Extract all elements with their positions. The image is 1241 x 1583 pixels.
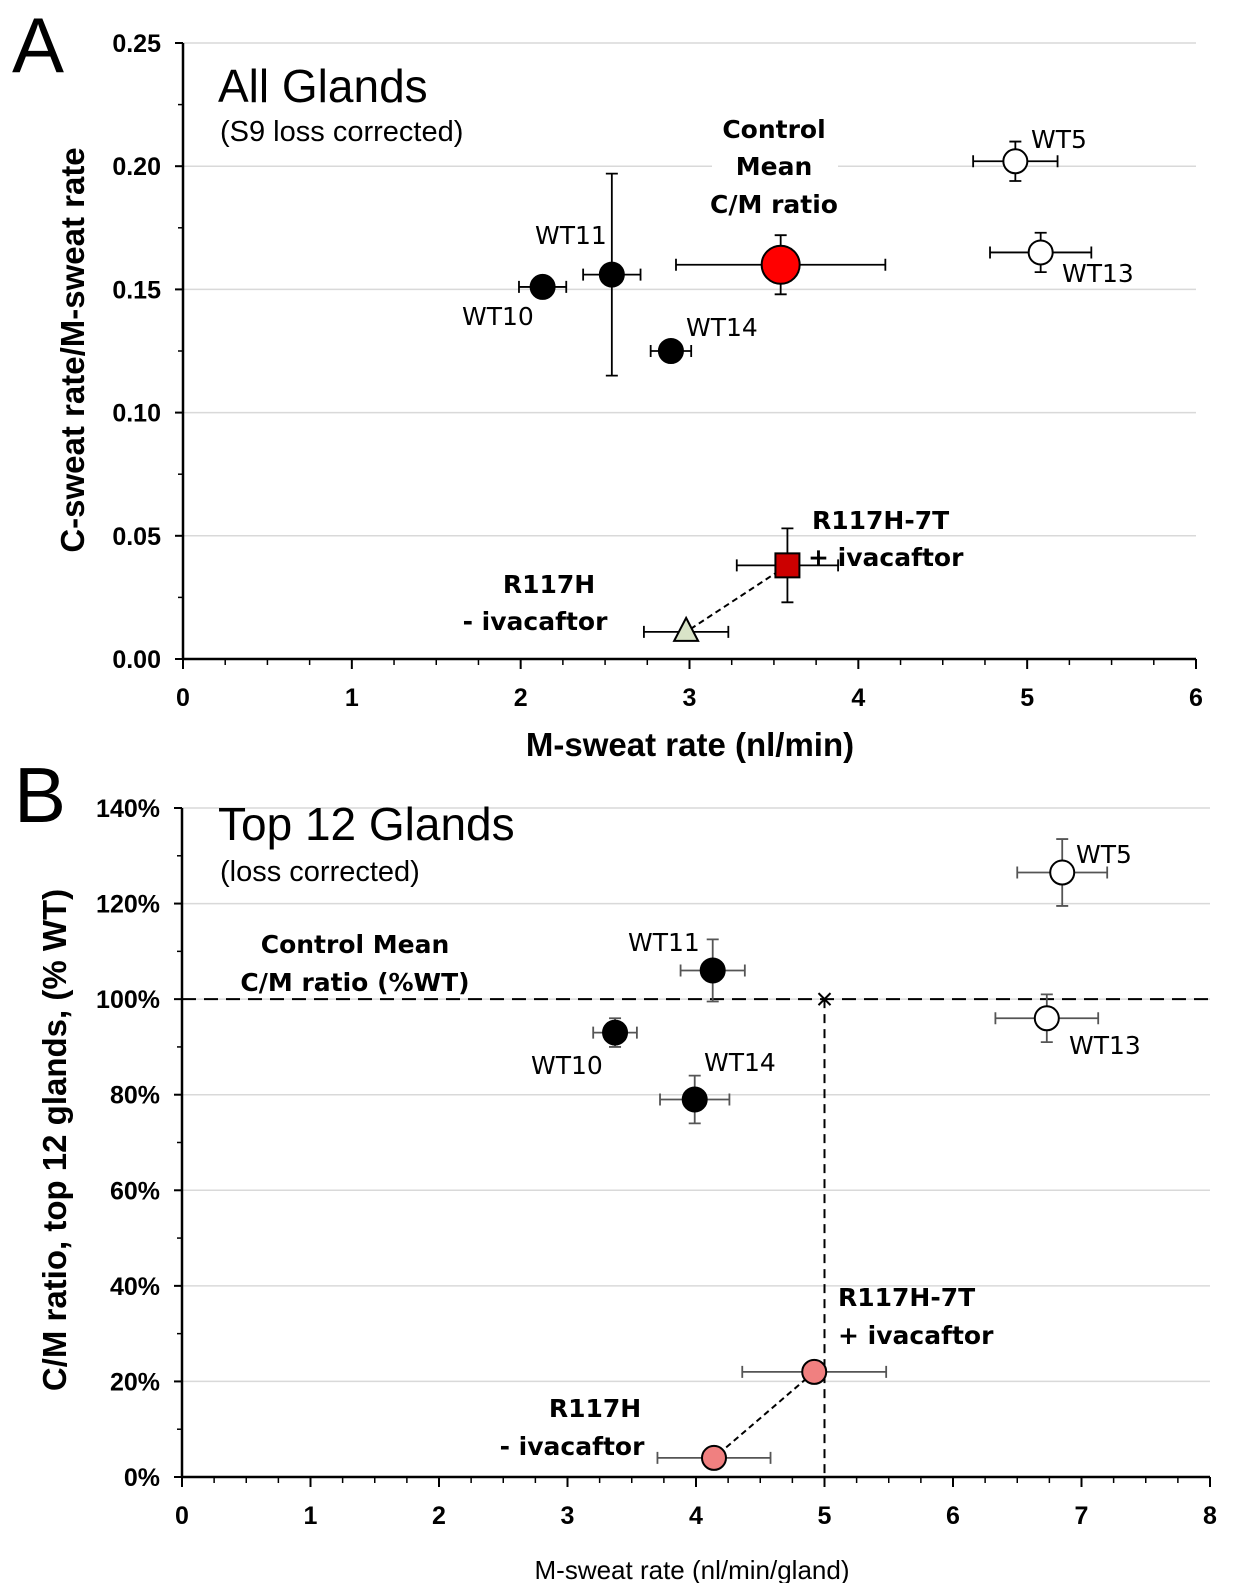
chart-panel-b: 0% 20% 40% 60% 80% 100% 120% 140% 0 1 2 3 4 5 6 7 8 Top … bbox=[36, 795, 1217, 1583]
points-b bbox=[602, 859, 1076, 1471]
labels-a: All Glands (S9 loss corrected) M-sweat r… bbox=[54, 60, 1134, 763]
x-tick-label-a-6: 6 bbox=[1189, 684, 1203, 712]
point-wt13-b bbox=[1033, 1005, 1060, 1032]
x-tick-label-a-3: 3 bbox=[683, 684, 697, 712]
r117h-label-line1-b: R117H bbox=[549, 1394, 641, 1423]
point-label-wt13-b: WT13 bbox=[1069, 1031, 1141, 1060]
control-mean-label-line1-b: Control Mean bbox=[261, 930, 450, 959]
point-label-wt11-b: WT11 bbox=[628, 928, 700, 957]
y-tick-label-b-3: 60% bbox=[110, 1177, 160, 1205]
x-tick-label-a-4: 4 bbox=[851, 684, 865, 712]
chart-title-a: All Glands bbox=[218, 60, 428, 112]
connector-r117h-a bbox=[685, 564, 788, 633]
panel-label-a: A bbox=[12, 1, 64, 89]
point-wt13-a bbox=[1027, 239, 1054, 266]
labels-b: Top 12 Glands (loss corrected) M-sweat r… bbox=[36, 798, 1141, 1583]
point-label-wt10-a: WT10 bbox=[462, 302, 534, 331]
x-tick-label-b-0: 0 bbox=[175, 1502, 189, 1530]
connector-r117h-b bbox=[713, 1371, 815, 1459]
point-wt11-b bbox=[699, 957, 726, 984]
point-label-wt11-a: WT11 bbox=[535, 221, 607, 250]
chart-title-b: Top 12 Glands bbox=[218, 798, 515, 850]
control-mean-label-line3-a: C/M ratio bbox=[710, 190, 838, 219]
point-label-wt10-b: WT10 bbox=[531, 1051, 603, 1080]
x-tick-label-a-2: 2 bbox=[514, 684, 528, 712]
axes-a: 0.00 0.05 0.10 0.15 0.20 0.25 0 1 2 3 4 5 6 bbox=[112, 30, 1203, 712]
reference-cross-marker-b bbox=[817, 992, 832, 1006]
x-tick-label-a-0: 0 bbox=[176, 684, 190, 712]
connectors-b bbox=[713, 1371, 815, 1459]
point-label-wt5-b: WT5 bbox=[1076, 840, 1132, 869]
y-tick-label-b-4: 80% bbox=[110, 1082, 160, 1110]
title-backdrop-b bbox=[184, 798, 544, 902]
y-tick-label-a-5: 0.25 bbox=[112, 30, 161, 58]
point-label-wt5-a: WT5 bbox=[1031, 125, 1087, 154]
y-tick-label-a-3: 0.15 bbox=[112, 276, 161, 304]
point-wt14-b bbox=[681, 1086, 708, 1113]
control-mean-label-line1-a: Control bbox=[722, 115, 825, 144]
control-label-backdrop-a bbox=[712, 115, 838, 225]
point-wt5-b bbox=[1049, 859, 1076, 886]
y-tick-label-b-2: 40% bbox=[110, 1273, 160, 1301]
x-axis-title-a: M-sweat rate (nl/min) bbox=[526, 726, 854, 763]
r117h7t-label-line2-b: + ivacaftor bbox=[838, 1321, 994, 1350]
y-tick-label-a-0: 0.00 bbox=[112, 646, 161, 674]
y-axis-title-a: C-sweat rate/M-sweat rate bbox=[54, 147, 91, 552]
point-r117h-ivacaftor-a bbox=[672, 615, 700, 642]
chart-panel-a: 0.00 0.05 0.10 0.15 0.20 0.25 0 1 2 3 4 5 6 All Glan… bbox=[54, 30, 1203, 763]
point-label-wt13-a: WT13 bbox=[1062, 259, 1134, 288]
y-tick-label-b-5: 100% bbox=[96, 986, 160, 1014]
point-label-wt14-a: WT14 bbox=[686, 313, 758, 342]
point-label-wt14-b: WT14 bbox=[704, 1048, 776, 1077]
y-tick-label-a-2: 0.10 bbox=[112, 400, 161, 428]
point-wt11-a bbox=[598, 261, 625, 288]
point-wt10-b bbox=[602, 1019, 629, 1046]
x-tick-label-b-2: 2 bbox=[432, 1502, 446, 1530]
chart-subtitle-a: (S9 loss corrected) bbox=[220, 116, 463, 148]
point-wt14-a bbox=[657, 338, 684, 364]
r117h-label-line1-a: R117H bbox=[503, 570, 595, 599]
x-tick-label-b-4: 4 bbox=[689, 1502, 703, 1530]
y-tick-label-a-4: 0.20 bbox=[112, 153, 161, 181]
point-wt5-a bbox=[1002, 148, 1029, 175]
control-mean-label-line2-a: Mean bbox=[736, 152, 813, 181]
y-tick-label-a-1: 0.05 bbox=[112, 523, 161, 551]
y-tick-label-b-6: 120% bbox=[96, 891, 160, 919]
point-wt10-a bbox=[529, 273, 556, 300]
x-tick-label-a-5: 5 bbox=[1020, 684, 1034, 712]
x-tick-label-b-7: 7 bbox=[1075, 1502, 1089, 1530]
x-tick-label-b-5: 5 bbox=[818, 1502, 832, 1530]
connectors-a bbox=[685, 564, 788, 633]
x-tick-label-b-1: 1 bbox=[304, 1502, 318, 1530]
x-tick-label-b-3: 3 bbox=[561, 1502, 575, 1530]
point-r117h-7t-ivacaftor-b bbox=[801, 1358, 828, 1385]
y-tick-label-b-1: 20% bbox=[110, 1368, 160, 1396]
grid-b bbox=[182, 807, 1210, 1383]
y-tick-label-b-0: 0% bbox=[124, 1464, 160, 1492]
reference-lines-b bbox=[182, 992, 1210, 1477]
r117h7t-label-line2-a: + ivacaftor bbox=[808, 543, 964, 572]
r117h7t-label-line1-a: R117H-7T bbox=[812, 506, 949, 535]
point-r117h-ivacaftor-b bbox=[700, 1444, 727, 1471]
x-tick-label-a-1: 1 bbox=[345, 684, 359, 712]
axes-b: 0% 20% 40% 60% 80% 100% 120% 140% 0 1 2 3 4 5 6 7 8 bbox=[96, 795, 1217, 1530]
point-r117h-7t-ivacaftor-a bbox=[774, 552, 801, 579]
point-control-mean-c-m-ratio-a bbox=[760, 244, 801, 285]
chart-subtitle-b: (loss corrected) bbox=[220, 856, 420, 888]
x-tick-label-b-8: 8 bbox=[1203, 1502, 1217, 1530]
r117h-label-line2-a: - ivacaftor bbox=[463, 607, 609, 636]
y-tick-label-b-7: 140% bbox=[96, 795, 160, 823]
r117h-label-line2-b: - ivacaftor bbox=[500, 1432, 646, 1461]
error-bars-b bbox=[592, 838, 1109, 1464]
x-axis-title-b: M-sweat rate (nl/min/gland) bbox=[535, 1555, 850, 1583]
panel-label-b: B bbox=[14, 751, 66, 839]
y-axis-title-b: C/M ratio, top 12 glands, (% WT) bbox=[36, 889, 73, 1391]
x-tick-label-b-6: 6 bbox=[946, 1502, 960, 1530]
points-a bbox=[529, 148, 1054, 642]
r117h7t-label-line1-b: R117H-7T bbox=[838, 1283, 975, 1312]
control-mean-label-line2-b: C/M ratio (%WT) bbox=[240, 968, 469, 997]
